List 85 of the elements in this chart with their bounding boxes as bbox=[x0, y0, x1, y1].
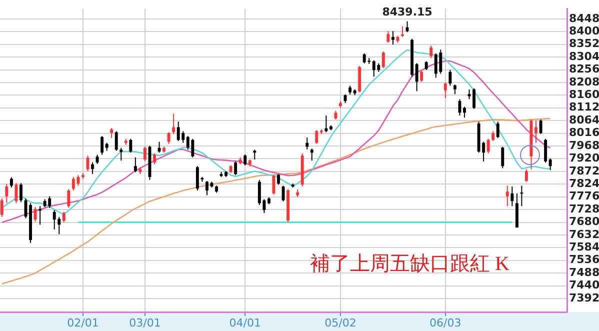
candlestick bbox=[382, 50, 385, 69]
candlestick bbox=[62, 211, 66, 223]
candlestick bbox=[462, 106, 466, 118]
candlestick bbox=[10, 176, 13, 188]
candlestick bbox=[315, 130, 318, 144]
x-tick-label: 02/01 bbox=[67, 316, 99, 330]
x-tick-label: 05/02 bbox=[324, 316, 356, 330]
candlestick bbox=[129, 138, 132, 154]
candlestick bbox=[448, 70, 452, 86]
y-tick-label: 8400 bbox=[569, 24, 599, 38]
candlestick bbox=[544, 138, 548, 164]
candlestick bbox=[534, 120, 538, 144]
annotation: 補了上周五缺口跟紅 K bbox=[310, 252, 510, 277]
candlestick bbox=[539, 119, 542, 135]
y-tick-label: 7824 bbox=[569, 176, 599, 190]
candlestick bbox=[524, 168, 528, 182]
candlestick bbox=[38, 206, 42, 226]
annotation: 8439.15 bbox=[382, 6, 432, 19]
y-tick-label: 8112 bbox=[569, 100, 599, 114]
candlestick bbox=[20, 182, 22, 203]
y-tick-label: 7728 bbox=[569, 202, 599, 216]
y-tick-label: 8256 bbox=[569, 62, 599, 76]
candlestick bbox=[244, 154, 247, 166]
x-tick-label: 04/01 bbox=[229, 316, 261, 330]
candlestick bbox=[272, 174, 276, 195]
y-tick-label: 8448 bbox=[569, 12, 599, 25]
candlestick bbox=[486, 138, 490, 154]
candlestick bbox=[134, 156, 137, 173]
y-tick-label: 8016 bbox=[569, 126, 599, 140]
candlestick bbox=[158, 141, 161, 154]
y-tick-label: 7776 bbox=[569, 190, 599, 203]
candlestick bbox=[401, 26, 404, 38]
y-tick-label: 8352 bbox=[569, 37, 599, 50]
y-tick-label: 7968 bbox=[569, 138, 599, 152]
y-tick-label: 7920 bbox=[569, 152, 599, 165]
candlestick bbox=[34, 206, 37, 222]
candlestick bbox=[153, 152, 156, 165]
x-tick-label: 03/01 bbox=[129, 316, 161, 330]
candlestick bbox=[391, 30, 394, 46]
candlestick bbox=[91, 162, 94, 175]
candlestick bbox=[205, 180, 208, 196]
candlestick bbox=[430, 45, 433, 59]
candlestick bbox=[67, 188, 70, 208]
candlestick bbox=[114, 130, 118, 152]
candlestick bbox=[386, 30, 390, 44]
candlestick bbox=[472, 88, 476, 110]
candlestick bbox=[110, 128, 114, 139]
x-tick-label: 06/03 bbox=[430, 316, 462, 330]
candlestick bbox=[120, 147, 123, 162]
candlestick bbox=[444, 82, 447, 99]
candlestick bbox=[306, 137, 309, 150]
y-tick-label: 7632 bbox=[569, 228, 599, 241]
candlestick bbox=[310, 148, 314, 162]
candlestick bbox=[496, 121, 500, 139]
candlestick bbox=[5, 183, 8, 204]
y-tick-label: 7440 bbox=[569, 278, 599, 292]
y-tick-label: 8304 bbox=[569, 50, 599, 63]
candlestick bbox=[143, 146, 146, 162]
candlestick bbox=[458, 98, 462, 116]
candlestick bbox=[506, 185, 509, 207]
candlestick bbox=[420, 70, 424, 82]
candlestick bbox=[96, 154, 99, 165]
y-tick-label: 8208 bbox=[569, 75, 599, 88]
candlestick bbox=[492, 130, 495, 142]
y-tick-label: 7584 bbox=[569, 240, 599, 254]
candlestick bbox=[453, 84, 456, 95]
candlestick bbox=[172, 113, 176, 135]
candlestick bbox=[415, 62, 418, 92]
candlestick bbox=[0, 198, 4, 218]
y-tick-label: 7536 bbox=[569, 253, 599, 266]
candlestick bbox=[234, 160, 238, 176]
candlestick bbox=[510, 186, 514, 207]
y-tick-label: 7488 bbox=[569, 266, 599, 279]
candlestick bbox=[520, 185, 524, 207]
candlestick bbox=[548, 158, 552, 171]
y-tick-label: 7392 bbox=[569, 291, 599, 304]
y-tick-label: 7872 bbox=[569, 164, 599, 178]
candlestick bbox=[100, 135, 104, 156]
y-tick-label: 8160 bbox=[569, 88, 599, 102]
y-tick-label: 7680 bbox=[569, 215, 599, 228]
candlestick bbox=[501, 146, 504, 169]
candlestick bbox=[167, 132, 170, 144]
candlestick bbox=[14, 182, 18, 204]
candlestick bbox=[277, 174, 280, 186]
y-tick-label: 8064 bbox=[569, 113, 599, 126]
